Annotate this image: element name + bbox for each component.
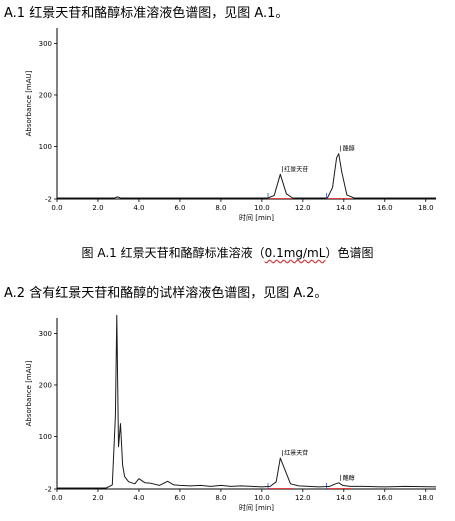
y-tick-label: 100 xyxy=(39,433,52,441)
peak-label: 红景天苷 xyxy=(284,165,308,173)
x-tick-label: 0.0 xyxy=(51,204,62,212)
y-tick-label: 300 xyxy=(39,330,52,338)
y-tick-label: 100 xyxy=(39,143,52,151)
section-a1-text: A.1 红景天苷和酪醇标准溶液色谱图，见图 A.1。 xyxy=(4,6,289,21)
peak-label: 酪醇 xyxy=(343,474,355,482)
x-tick-label: 18.0 xyxy=(418,494,434,502)
x-tick-label: 14.0 xyxy=(336,204,352,212)
chromatogram-trace xyxy=(57,314,437,489)
chromatogram-a2: 300 200 100 -20.0 2.0 4.0 6.0 8.0 10.0 12.0 14.0 16… xyxy=(25,314,437,512)
x-tick-label: 0.0 xyxy=(51,494,62,502)
x-tick-label: 10.0 xyxy=(254,494,270,502)
x-tick-label: 4.0 xyxy=(133,204,144,212)
caption-units: 0.1mg/mL xyxy=(264,246,326,260)
x-tick-label: 2.0 xyxy=(92,204,103,212)
peak-label: 酪醇 xyxy=(343,145,355,153)
y-axis-title: Absorbance [mAU] xyxy=(25,360,33,426)
x-tick-label: 4.0 xyxy=(133,494,144,502)
x-tick-label: 6.0 xyxy=(174,494,185,502)
x-tick-label: 16.0 xyxy=(377,204,393,212)
x-tick-label: 8.0 xyxy=(215,204,226,212)
figure-a1-caption: 图 A.1 红景天苷和酪醇标准溶液（0.1mg/mL）色谱图 xyxy=(0,246,455,261)
y-axis-title: Absorbance [mAU] xyxy=(25,70,33,136)
x-tick-label: 14.0 xyxy=(336,494,352,502)
x-axis-title: 时间 [min] xyxy=(239,503,274,512)
y-tick-label: 200 xyxy=(39,91,52,99)
y-tick-label: -2 xyxy=(45,196,52,204)
caption-suffix: ）色谱图 xyxy=(325,246,374,260)
y-tick-label: 200 xyxy=(39,381,52,389)
x-tick-label: 16.0 xyxy=(377,494,393,502)
x-tick-label: 6.0 xyxy=(174,204,185,212)
peak-label: 红景天苷 xyxy=(284,449,308,457)
x-tick-label: 2.0 xyxy=(92,494,103,502)
x-tick-label: 8.0 xyxy=(215,494,226,502)
section-a2-text: A.2 含有红景天苷和酪醇的试样溶液色谱图，见图 A.2。 xyxy=(4,286,328,301)
chromatogram-trace xyxy=(57,153,436,199)
x-tick-label: 12.0 xyxy=(295,204,311,212)
y-tick-label: -2 xyxy=(45,486,52,494)
x-tick-label: 10.0 xyxy=(254,204,270,212)
y-tick-label: 300 xyxy=(39,40,52,48)
caption-prefix: 图 A.1 红景天苷和酪醇标准溶液（ xyxy=(81,246,265,260)
chromatogram-a1: 300 200 100 -20.0 2.0 4.0 6.0 8.0 10.0 12.0 14.0 16… xyxy=(25,28,436,222)
x-tick-label: 18.0 xyxy=(418,204,434,212)
x-tick-label: 12.0 xyxy=(295,494,311,502)
x-axis-title: 时间 [min] xyxy=(239,213,274,222)
